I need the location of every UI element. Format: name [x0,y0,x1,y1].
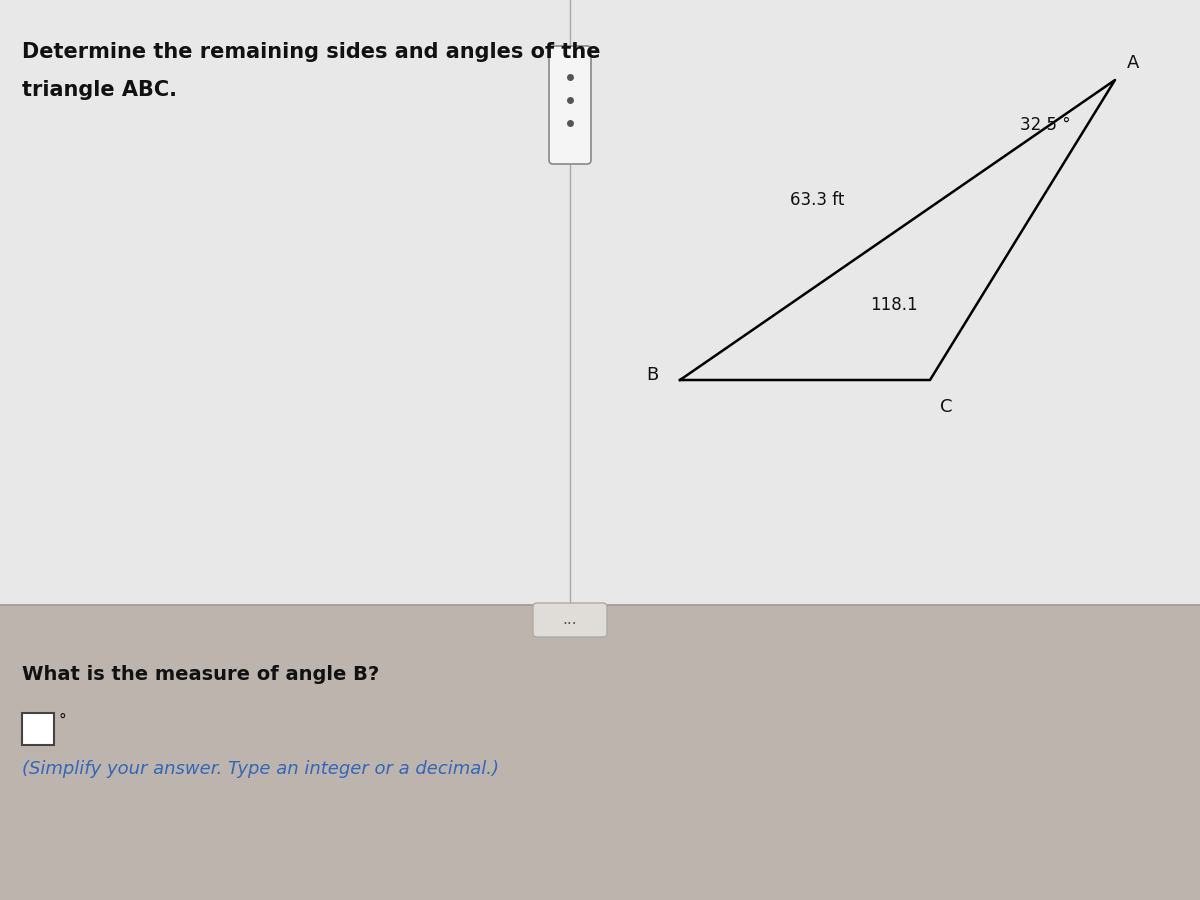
FancyBboxPatch shape [550,46,592,164]
Text: 32.5 °: 32.5 ° [1020,116,1070,134]
Text: °: ° [58,713,66,728]
Bar [0,605,1200,900]
Text: B: B [646,366,658,384]
Text: A: A [1127,54,1139,72]
Text: C: C [940,398,953,416]
Text: triangle ABC.: triangle ABC. [22,80,178,100]
Text: 63.3 ft: 63.3 ft [791,191,845,209]
Text: 118.1: 118.1 [870,296,918,314]
Text: What is the measure of angle B?: What is the measure of angle B? [22,665,379,684]
Bar [22,713,54,745]
Text: Determine the remaining sides and angles of the: Determine the remaining sides and angles… [22,42,600,62]
FancyBboxPatch shape [533,603,607,637]
Text: ...: ... [563,613,577,627]
Text: (Simplify your answer. Type an integer or a decimal.): (Simplify your answer. Type an integer o… [22,760,499,778]
Bar [0,0,1200,605]
